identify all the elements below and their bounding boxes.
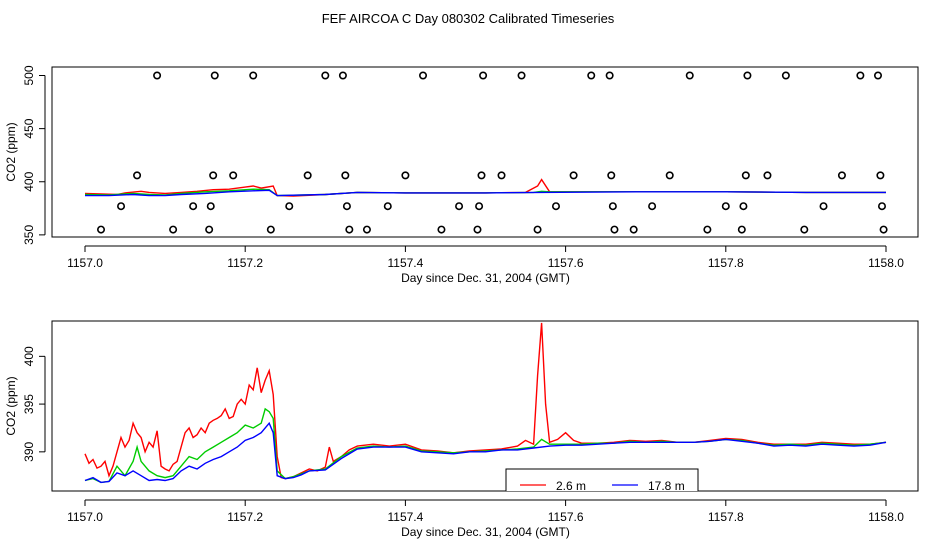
reference-marker: [401, 171, 410, 180]
reference-marker: [739, 202, 748, 211]
y-tick-label: 450: [22, 118, 36, 138]
y-tick-label: 400: [22, 171, 36, 191]
reference-marker: [587, 71, 596, 80]
reference-marker: [209, 171, 218, 180]
reference-marker: [419, 71, 428, 80]
reference-marker: [133, 171, 142, 180]
plot-frame: [51, 320, 919, 492]
reference-marker: [97, 225, 106, 234]
x-tick-label: 1157.0: [67, 256, 103, 270]
reference-marker: [477, 171, 486, 180]
reference-marker: [285, 202, 294, 211]
x-tick-label: 1157.8: [708, 510, 744, 524]
reference-marker: [473, 225, 482, 234]
series-line: [85, 189, 886, 197]
reference-marker: [819, 202, 828, 211]
reference-marker: [605, 71, 614, 80]
reference-marker: [856, 71, 865, 80]
reference-marker: [533, 225, 542, 234]
series-line: [84, 421, 887, 484]
y-tick-label: 390: [22, 442, 36, 462]
legend-label: 17.8 m: [648, 479, 685, 493]
x-tick-label: 1157.0: [67, 510, 103, 524]
reference-marker: [479, 71, 488, 80]
reference-marker: [249, 71, 258, 80]
reference-marker: [153, 71, 162, 80]
reference-marker: [800, 225, 809, 234]
reference-marker: [117, 202, 126, 211]
series-line: [84, 322, 887, 480]
reference-marker: [743, 71, 752, 80]
y-tick-label: 350: [22, 225, 36, 245]
y-tick-label: 395: [22, 394, 36, 414]
reference-marker: [210, 71, 219, 80]
legend-label: 2.6 m: [556, 479, 586, 493]
reference-marker: [497, 171, 506, 180]
x-tick-label: 1157.2: [227, 256, 263, 270]
reference-marker: [551, 202, 560, 211]
reference-marker: [189, 202, 198, 211]
x-tick-label: 1157.6: [548, 510, 584, 524]
reference-marker: [741, 171, 750, 180]
reference-marker: [169, 225, 178, 234]
reference-marker: [608, 202, 617, 211]
reference-marker: [876, 171, 885, 180]
reference-marker: [206, 202, 215, 211]
x-tick-label: 1158.0: [868, 256, 904, 270]
reference-marker: [763, 171, 772, 180]
x-tick-label: 1158.0: [868, 510, 904, 524]
x-tick-label: 1157.4: [387, 256, 423, 270]
reference-marker: [610, 225, 619, 234]
plot-frame: [51, 66, 919, 238]
x-tick-label: 1157.8: [708, 256, 744, 270]
reference-marker: [629, 225, 638, 234]
reference-marker: [648, 202, 657, 211]
reference-marker: [475, 202, 484, 211]
x-tick-label: 1157.6: [548, 256, 584, 270]
y-tick-label: 400: [22, 346, 36, 366]
reference-marker: [877, 202, 886, 211]
top-panel: 1157.0 1157.2 1157.4 1157.6 1157.8 1158.0 Day …: [4, 65, 919, 285]
y-axis-label: CO2 (ppm): [4, 376, 18, 435]
reference-marker: [879, 225, 888, 234]
reference-marker: [321, 71, 330, 80]
reference-marker: [517, 71, 526, 80]
reference-marker: [338, 71, 347, 80]
reference-marker: [437, 225, 446, 234]
reference-marker: [229, 171, 238, 180]
reference-marker: [837, 171, 846, 180]
reference-marker: [665, 171, 674, 180]
reference-marker: [569, 171, 578, 180]
reference-marker: [341, 171, 350, 180]
reference-marker: [703, 225, 712, 234]
reference-marker: [607, 171, 616, 180]
y-tick-label: 500: [22, 65, 36, 85]
reference-marker: [205, 225, 214, 234]
reference-marker: [383, 202, 392, 211]
reference-marker: [362, 225, 371, 234]
y-axis-label: CO2 (ppm): [4, 122, 18, 181]
x-axis-label: Day since Dec. 31, 2004 (GMT): [401, 525, 570, 539]
legend: 2.6 m 17.8 m: [505, 468, 699, 493]
reference-marker: [873, 71, 882, 80]
reference-marker: [303, 171, 312, 180]
series-line: [84, 407, 887, 484]
x-axis-label: Day since Dec. 31, 2004 (GMT): [401, 271, 570, 285]
reference-marker: [266, 225, 275, 234]
x-tick-label: 1157.4: [387, 510, 423, 524]
reference-marker: [721, 202, 730, 211]
figure-title: FEF AIRCOA C Day 080302 Calibrated Times…: [322, 11, 615, 26]
reference-marker: [342, 202, 351, 211]
reference-marker: [781, 71, 790, 80]
reference-marker: [685, 71, 694, 80]
x-tick-label: 1157.2: [227, 510, 263, 524]
bottom-panel: 1157.0 1157.2 1157.4 1157.6 1157.8 1158.0 Day …: [4, 320, 919, 539]
reference-marker: [737, 225, 746, 234]
reference-marker: [345, 225, 354, 234]
reference-marker: [455, 202, 464, 211]
legend-box: [505, 468, 699, 491]
